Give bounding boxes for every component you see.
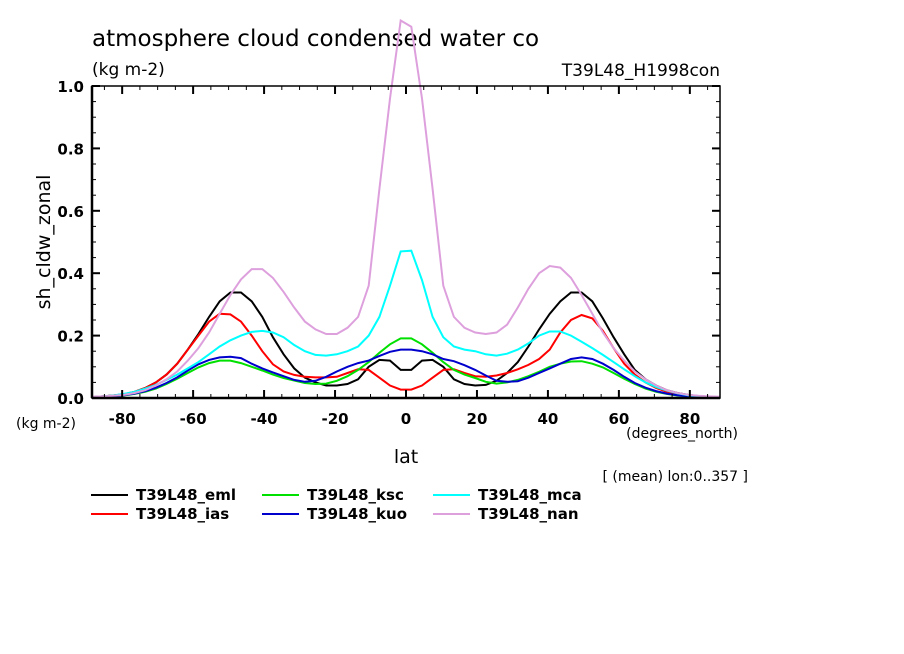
- x-axis-units: (degrees_north): [626, 426, 738, 442]
- x-tick-label: -40: [251, 410, 278, 428]
- series-line-t39l48-ksc: [91, 337, 720, 398]
- chart-title: atmosphere cloud condensed water co: [92, 26, 539, 52]
- y-axis-units: (kg m-2): [16, 416, 76, 432]
- x-tick-label: 0: [401, 410, 411, 428]
- y-tick-label: 0.4: [57, 265, 84, 283]
- x-tick-label: -80: [109, 410, 136, 428]
- legend-label: T39L48_eml: [136, 486, 236, 504]
- legend-item-t39l48-ksc: T39L48_ksc: [262, 486, 404, 504]
- title-units: (kg m-2): [92, 60, 165, 80]
- legend-label: T39L48_ksc: [307, 486, 404, 504]
- x-tick-label: -60: [180, 410, 207, 428]
- subset-note: [ (mean) lon:0..357 ]: [603, 469, 748, 485]
- x-axis-label: lat: [394, 446, 418, 468]
- legend-item-t39l48-ias: T39L48_ias: [91, 505, 229, 523]
- legend-label: T39L48_nan: [478, 505, 579, 523]
- legend-item-t39l48-mca: T39L48_mca: [433, 486, 582, 504]
- axes: 0.0 0.2 0.4 0.6 0.8 1.0 -80 -60 -40 -20 0 20 40 60 80: [57, 78, 721, 428]
- legend-item-t39l48-eml: T39L48_eml: [91, 486, 236, 504]
- series-line-t39l48-eml: [91, 291, 721, 398]
- legend-label: T39L48_kuo: [307, 505, 407, 523]
- series-layer: [91, 18, 721, 398]
- legend-item-t39l48-nan: T39L48_nan: [433, 505, 579, 523]
- x-tick-label: 20: [467, 410, 488, 428]
- y-axis-label: sh_cldw_zonal: [33, 175, 55, 310]
- x-tick-label: 60: [608, 410, 629, 428]
- y-tick-label: 1.0: [57, 78, 84, 96]
- y-tick-label: 0.6: [57, 203, 84, 221]
- legend-label: T39L48_ias: [136, 505, 229, 523]
- y-tick-label: 0.0: [57, 390, 84, 408]
- x-tick-label: -20: [321, 410, 348, 428]
- y-tick-label: 0.2: [57, 328, 84, 346]
- legend-label: T39L48_mca: [478, 486, 582, 504]
- x-tick-label: 40: [537, 410, 558, 428]
- x-tick-label: 80: [679, 410, 700, 428]
- series-line-t39l48-mca: [91, 249, 721, 398]
- legend-item-t39l48-kuo: T39L48_kuo: [262, 505, 407, 523]
- series-line-t39l48-kuo: [91, 348, 720, 398]
- series-line-t39l48-nan: [91, 18, 721, 398]
- y-tick-label: 0.8: [57, 140, 84, 158]
- experiment-label: T39L48_H1998con: [561, 61, 720, 81]
